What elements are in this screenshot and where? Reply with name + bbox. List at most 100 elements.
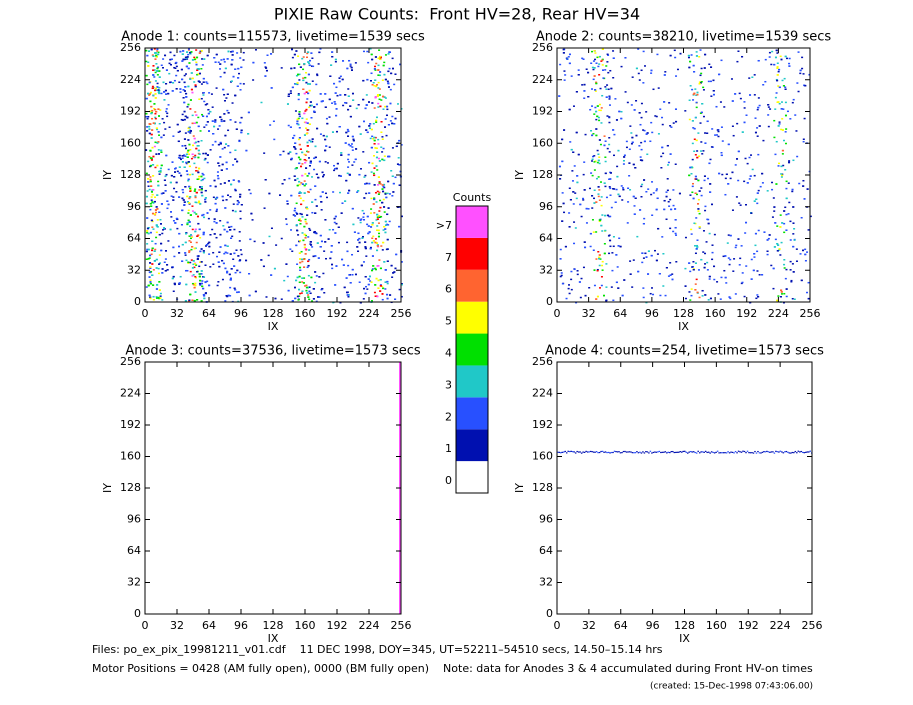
texture-pixel xyxy=(797,51,800,53)
texture-pixel xyxy=(265,296,268,298)
texture-pixel xyxy=(646,451,649,453)
texture-pixel xyxy=(572,203,575,205)
texture-pixel xyxy=(314,232,317,234)
texture-pixel xyxy=(293,53,296,56)
texture-pixel xyxy=(298,113,301,115)
texture-pixel xyxy=(774,238,777,241)
texture-pixel xyxy=(728,263,731,266)
texture-pixel xyxy=(586,451,589,453)
texture-pixel xyxy=(710,146,713,148)
texture-pixel xyxy=(349,115,352,118)
texture-pixel xyxy=(146,230,149,232)
texture-pixel xyxy=(308,89,311,92)
texture-pixel xyxy=(762,84,765,86)
texture-pixel xyxy=(774,96,777,99)
texture-pixel xyxy=(617,287,620,289)
texture-pixel xyxy=(738,202,741,204)
texture-pixel xyxy=(164,175,167,178)
texture-pixel xyxy=(152,202,155,204)
texture-pixel xyxy=(156,219,159,221)
texture-pixel xyxy=(229,151,232,154)
texture-pixel xyxy=(575,131,578,134)
texture-pixel xyxy=(327,238,330,240)
texture-pixel xyxy=(237,77,240,79)
texture-pixel xyxy=(793,228,796,230)
texture-pixel xyxy=(303,258,306,261)
texture-pixel xyxy=(674,163,677,165)
y-tick-label: 160 xyxy=(532,450,553,463)
texture-pixel xyxy=(160,149,163,152)
texture-pixel xyxy=(382,190,385,193)
texture-pixel xyxy=(231,54,234,56)
texture-pixel xyxy=(385,196,388,199)
texture-pixel xyxy=(245,149,248,152)
texture-pixel xyxy=(214,185,217,188)
texture-pixel xyxy=(299,261,302,264)
texture-pixel xyxy=(688,451,690,453)
texture-pixel xyxy=(732,134,735,137)
texture-pixel xyxy=(757,189,760,192)
texture-pixel xyxy=(598,199,601,201)
texture-pixel xyxy=(159,297,162,299)
texture-pixel xyxy=(298,111,301,113)
texture-pixel xyxy=(700,141,703,143)
texture-pixel xyxy=(349,145,352,147)
texture-pixel xyxy=(684,297,687,300)
texture-pixel xyxy=(187,48,190,50)
texture-pixel xyxy=(196,215,199,218)
texture-pixel xyxy=(728,452,731,454)
texture-pixel xyxy=(191,275,194,277)
texture-pixel xyxy=(777,101,780,103)
texture-pixel xyxy=(215,236,218,239)
texture-pixel xyxy=(720,151,723,154)
texture-pixel xyxy=(308,123,311,125)
texture-pixel xyxy=(786,110,789,113)
texture-pixel xyxy=(335,222,338,225)
texture-pixel xyxy=(699,112,702,115)
texture-pixel xyxy=(622,450,625,453)
texture-pixel xyxy=(338,125,341,128)
texture-pixel xyxy=(721,173,724,176)
texture-pixel xyxy=(720,59,723,62)
texture-pixel xyxy=(157,89,160,91)
texture-pixel xyxy=(221,259,224,262)
colorbar-title: Counts xyxy=(453,191,492,204)
texture-pixel xyxy=(202,152,205,155)
texture-pixel xyxy=(215,208,218,211)
texture-pixel xyxy=(807,297,810,300)
texture-pixel xyxy=(157,66,160,69)
texture-pixel xyxy=(220,120,223,123)
texture-pixel xyxy=(319,48,322,50)
texture-pixel xyxy=(691,88,694,91)
texture-pixel xyxy=(186,200,189,203)
texture-pixel xyxy=(561,451,563,453)
texture-pixel xyxy=(386,108,389,111)
texture-pixel xyxy=(665,191,668,193)
texture-pixel xyxy=(170,216,173,218)
texture-pixel xyxy=(381,138,384,140)
texture-pixel xyxy=(603,252,606,255)
texture-pixel xyxy=(727,234,730,236)
texture-pixel xyxy=(158,263,161,265)
texture-pixel xyxy=(371,268,374,270)
texture-pixel xyxy=(603,135,606,137)
texture-pixel xyxy=(654,249,657,252)
texture-pixel xyxy=(237,67,240,70)
texture-pixel xyxy=(352,139,355,142)
texture-pixel xyxy=(696,193,699,196)
texture-pixel xyxy=(342,60,345,62)
texture-pixel xyxy=(394,176,397,179)
texture-pixel xyxy=(661,123,664,126)
texture-pixel xyxy=(369,48,372,50)
texture-pixel xyxy=(314,212,317,214)
texture-pixel xyxy=(232,258,235,261)
texture-pixel xyxy=(779,254,782,256)
texture-pixel xyxy=(293,209,296,212)
y-tick-label: 128 xyxy=(532,481,553,494)
texture-pixel xyxy=(768,51,771,54)
texture-pixel xyxy=(157,53,160,56)
texture-pixel xyxy=(717,73,720,76)
texture-pixel xyxy=(172,220,175,222)
texture-pixel xyxy=(305,101,308,104)
texture-pixel xyxy=(367,225,370,227)
